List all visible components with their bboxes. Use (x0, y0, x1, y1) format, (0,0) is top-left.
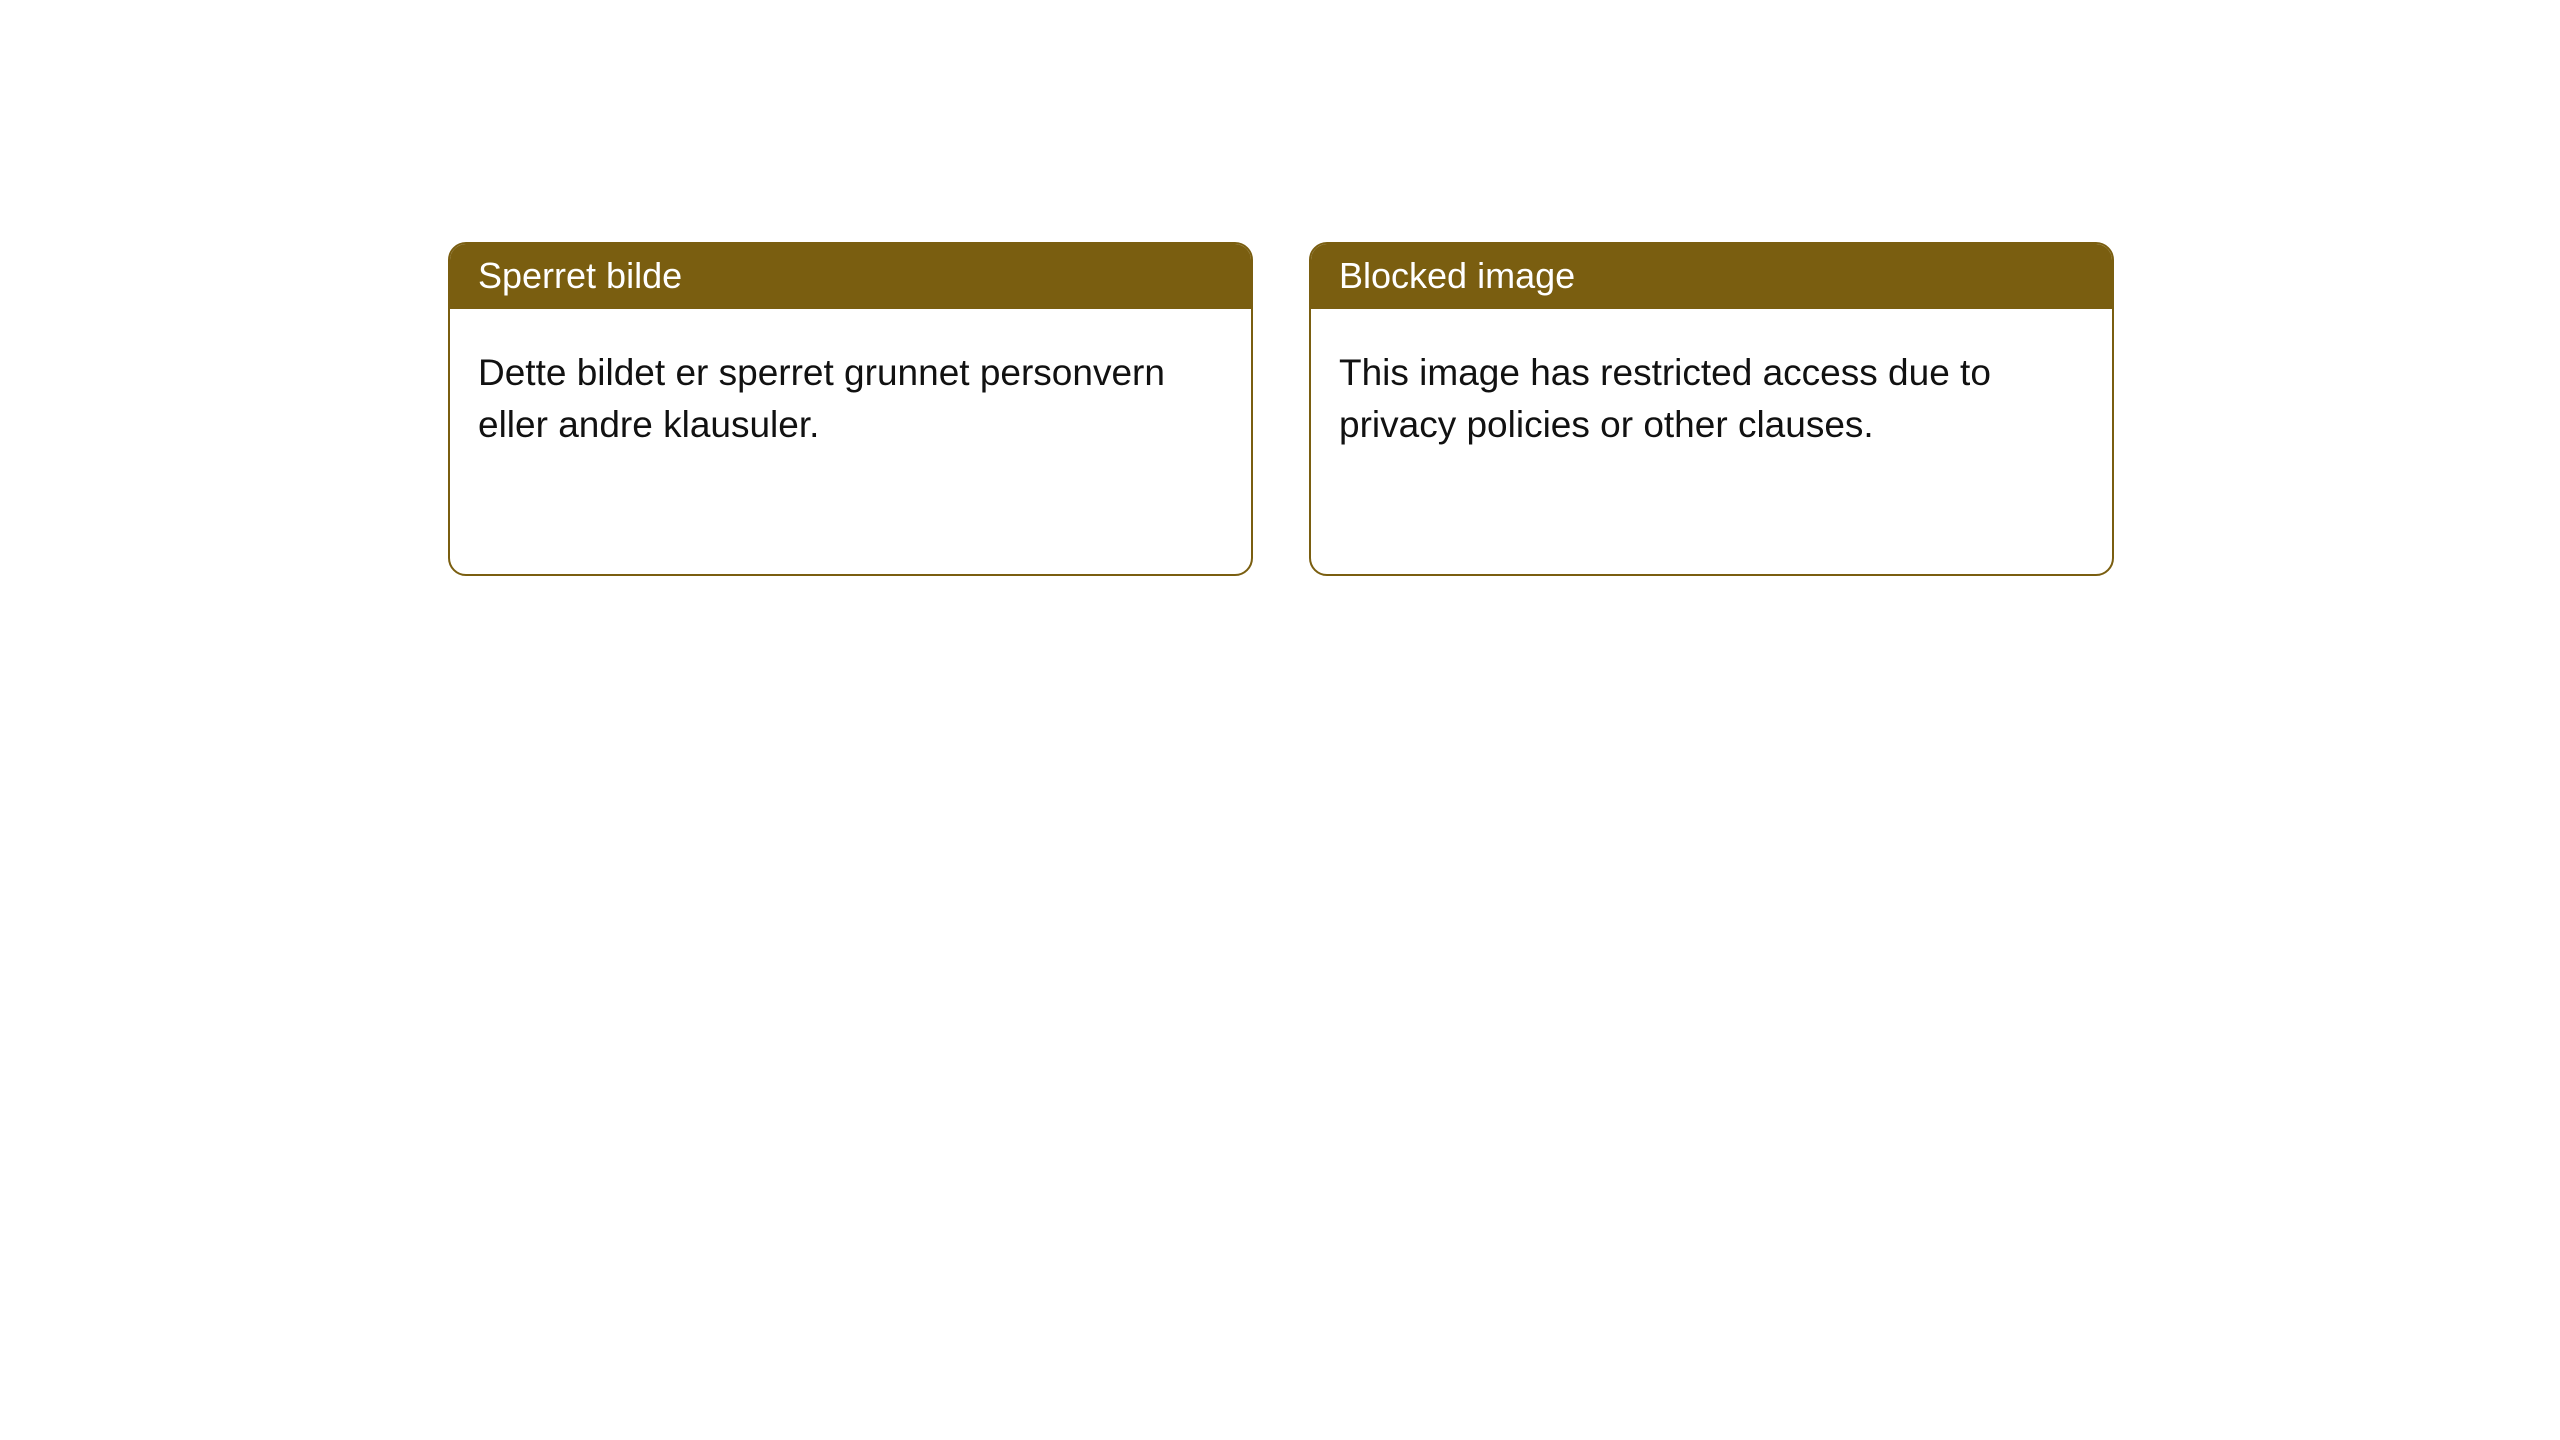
notice-title: Sperret bilde (450, 244, 1251, 309)
notice-card-english: Blocked image This image has restricted … (1309, 242, 2114, 576)
notice-title: Blocked image (1311, 244, 2112, 309)
notice-body-text: This image has restricted access due to … (1311, 309, 2112, 574)
notice-body-text: Dette bildet er sperret grunnet personve… (450, 309, 1251, 574)
notice-container: Sperret bilde Dette bildet er sperret gr… (0, 0, 2560, 576)
notice-card-norwegian: Sperret bilde Dette bildet er sperret gr… (448, 242, 1253, 576)
